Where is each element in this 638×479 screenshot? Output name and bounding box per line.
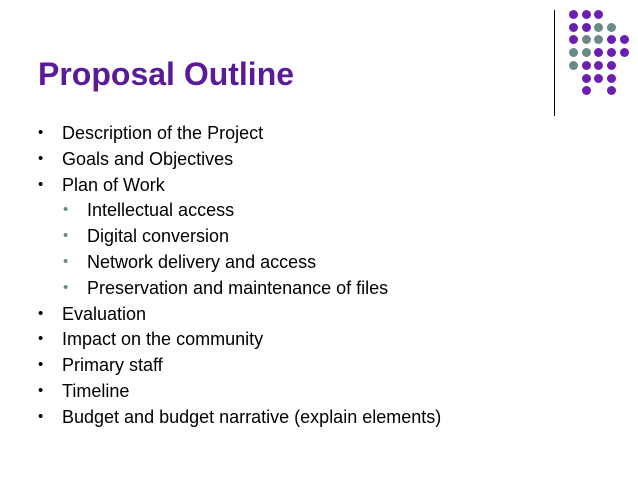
teal-dot — [569, 48, 578, 58]
sub-bullet-item: • Preservation and maintenance of files — [63, 277, 389, 299]
teal-dot — [581, 35, 591, 45]
teal-dot — [581, 48, 591, 58]
bullet-text: Plan of Work — [62, 174, 165, 195]
teal-dot — [594, 22, 604, 32]
bullet-dot-icon: • — [38, 124, 44, 141]
purple-dot — [594, 48, 604, 58]
purple-dot — [607, 35, 617, 45]
sub-bullet-item: • Intellectual access — [63, 199, 235, 221]
purple-dot — [569, 22, 578, 32]
purple-dot — [619, 35, 629, 45]
teal-dot — [594, 35, 604, 45]
bullet-text: Impact on the community — [62, 329, 264, 350]
bullet-text: Intellectual access — [87, 200, 235, 221]
purple-dot — [581, 22, 591, 32]
bullet-dot-icon: • — [38, 382, 44, 399]
bullet-item: • Budget and budget narrative (explain el… — [38, 406, 442, 428]
bullet-item: • Goals and Objectives — [38, 148, 234, 170]
bullet-text: Timeline — [62, 381, 130, 401]
bullet-text: Evaluation — [62, 303, 147, 324]
bullet-text: Primary staff — [62, 355, 163, 376]
sub-bullet-dot-icon: • — [63, 278, 69, 296]
bullet-text: Budget and budget narrative (explain ele… — [62, 406, 442, 427]
sub-bullet-dot-icon: • — [63, 227, 69, 245]
sub-bullet-dot-icon: • — [63, 253, 69, 270]
bullet-text: Goals and Objectives — [62, 148, 234, 169]
purple-dot — [569, 10, 578, 19]
purple-dot — [581, 10, 591, 19]
bullet-item: • Plan of Work — [38, 174, 165, 196]
purple-dot — [581, 86, 591, 96]
purple-dot — [607, 86, 617, 96]
bullet-item: • Evaluation — [38, 303, 147, 325]
purple-dot — [594, 73, 604, 83]
teal-dot — [607, 22, 617, 32]
bullet-item: • Description of the Project — [38, 122, 264, 144]
purple-dot — [607, 73, 617, 83]
purple-dot — [569, 35, 578, 45]
bullet-dot-icon: • — [38, 304, 44, 322]
bullet-text: Preservation and maintenance of files — [87, 277, 389, 298]
purple-dot — [581, 60, 591, 70]
purple-dot — [607, 60, 617, 70]
bullet-dot-icon: • — [38, 175, 44, 193]
purple-dot — [581, 73, 591, 83]
bullet-dot-icon: • — [38, 407, 44, 425]
purple-dot — [594, 60, 604, 70]
sub-bullet-item: • Digital conversion — [63, 225, 230, 247]
sub-bullet-dot-icon: • — [63, 201, 69, 219]
bullet-text: Description of the Project — [62, 123, 264, 143]
purple-dot — [594, 10, 604, 19]
divider-line — [554, 10, 555, 116]
sub-bullet-item: • Network delivery and access — [63, 251, 317, 273]
bullet-dot-icon: • — [38, 149, 44, 167]
slide-title: Proposal Outline — [38, 56, 295, 92]
bullet-dot-icon: • — [38, 330, 44, 348]
bullet-item: • Primary staff — [38, 354, 163, 376]
purple-dot — [607, 48, 617, 58]
bullet-item: • Timeline — [38, 380, 130, 402]
purple-dot — [619, 48, 629, 58]
teal-dot — [569, 60, 578, 70]
bullet-text: Digital conversion — [87, 226, 230, 247]
bullet-text: Network delivery and access — [87, 252, 317, 272]
bullet-dot-icon: • — [38, 356, 44, 374]
bullet-item: • Impact on the community — [38, 328, 264, 350]
